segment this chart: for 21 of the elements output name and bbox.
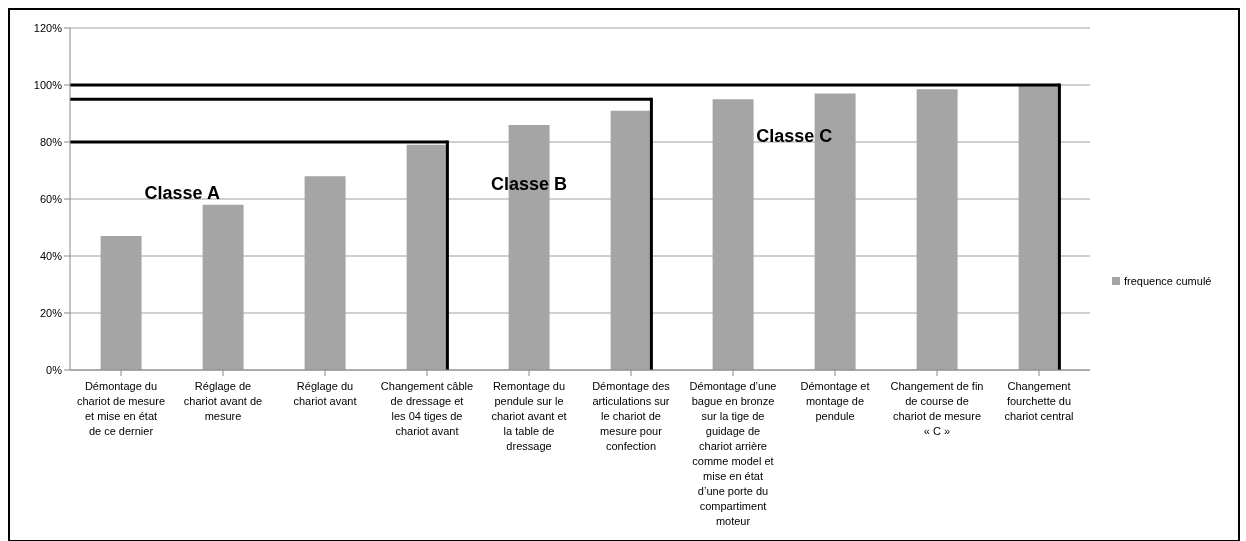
x-tick-label: Changement de fin de course de chariot de mesure « C » (890, 380, 984, 437)
x-tick-label: Démontage des articulations sur le chariot de mesure pour confection (592, 380, 671, 452)
y-tick-label: 20% (39, 306, 63, 319)
annotation: Classe B (490, 174, 568, 195)
annotation: Classe C (756, 126, 833, 146)
y-tick-label: 80% (39, 135, 63, 148)
x-tick-label: Réglage du chariot avant (293, 380, 357, 407)
x-tick-label: Démontage du chariot de mesure et mise en état de ce dernier (76, 380, 166, 437)
y-tick-label: 40% (39, 249, 63, 262)
annotation: Classe A (144, 183, 220, 203)
legend-label: frequence cumulé (1124, 275, 1212, 287)
x-tick-label: Réglage de chariot avant de mesure (183, 380, 263, 422)
y-tick-label: 120% (33, 21, 63, 34)
x-tick-label: Remontage du pendule sur le chariot avant et la table de dressage (491, 380, 567, 452)
y-tick-label: 100% (33, 78, 63, 91)
x-tick-label: Changement câble de dressage et les 04 tiges de chariot avant (380, 380, 474, 437)
y-tick-label: 60% (39, 192, 63, 205)
y-tick-label: 0% (46, 363, 63, 376)
category-label: Démontage d’une bague en bronze sur la tige de guidage de chariot arrière comme model et mise en état d’une porte du compartiment moteur (689, 380, 777, 527)
x-tick-label: Démontage et montage de pendule (800, 380, 870, 422)
x-tick-label: Changement fourchette du chariot central (1004, 380, 1074, 422)
